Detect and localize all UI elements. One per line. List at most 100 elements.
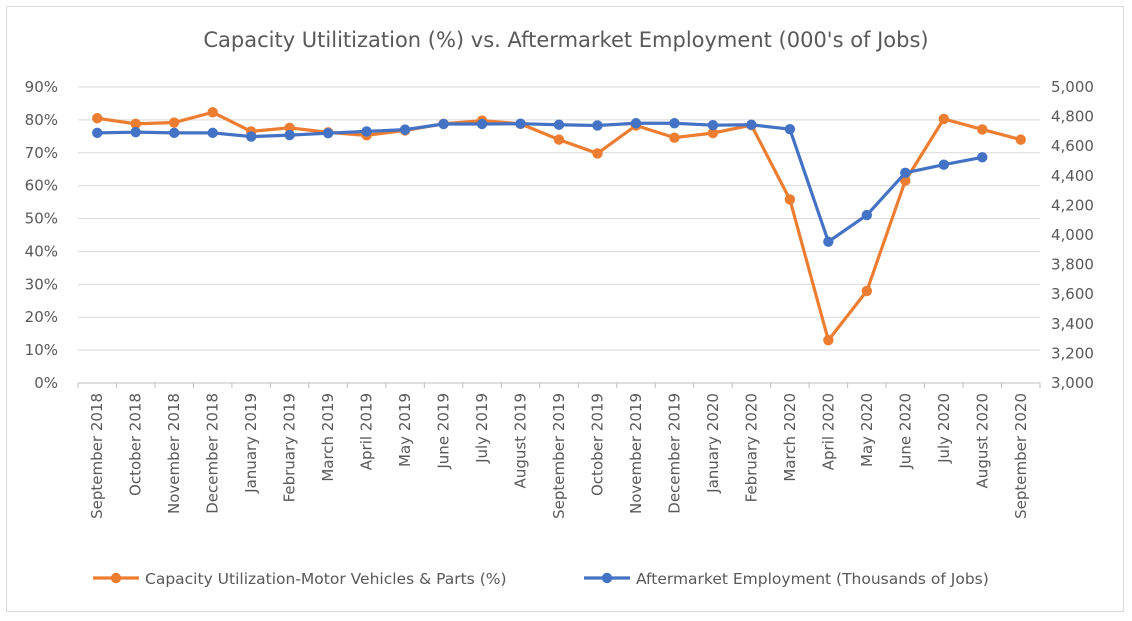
data-point [746,119,757,130]
data-point [553,119,565,130]
left-tick-label: 70% [25,144,58,162]
data-point [284,129,295,141]
right-tick-label: 4,400 [1051,167,1094,185]
data-point [130,126,141,138]
data-point [1015,134,1026,145]
data-point [707,127,719,139]
data-point [669,118,680,129]
series-2 [92,118,988,247]
right-tick-label: 4,000 [1051,226,1094,244]
x-tick-label: December 2018 [204,393,222,514]
right-tick-label: 4,800 [1051,108,1094,126]
x-tick-label: March 2020 [781,393,799,482]
x-axis-ticks: September 2018 October 2018 November 2018 D… [77,383,1041,519]
series-layer [92,107,1026,346]
data-point [977,152,988,163]
data-point [130,118,141,130]
data-point [169,127,180,139]
left-tick-label: 50% [25,210,58,228]
data-point [399,124,411,135]
series-line [97,121,983,244]
right-tick-label: 3,200 [1051,344,1094,362]
x-tick-label: September 2018 [88,393,106,519]
right-tick-label: 3,000 [1051,374,1094,392]
data-point [669,132,680,143]
left-tick-label: 0% [34,374,58,392]
legend-label: Aftermarket Employment (Thousands of Job… [636,570,989,588]
x-tick-label: January 2020 [704,393,722,494]
data-point [900,175,911,186]
left-tick-label: 30% [25,275,58,293]
x-tick-label: July 2019 [473,393,491,464]
data-point [322,127,334,139]
x-tick-label: October 2018 [127,393,145,496]
x-tick-label: February 2020 [742,393,760,502]
x-tick-label: June 2019 [435,393,453,470]
chart-title: Capacity Utilitization (%) vs. Aftermark… [203,28,929,52]
data-point [92,113,103,124]
x-tick-label: November 2019 [627,393,645,514]
x-tick-label: April 2019 [358,393,376,470]
chart-frame [6,6,1124,612]
legend-item: Aftermarket Employment (Thousands of Job… [584,570,989,588]
left-tick-label: 90% [25,78,58,96]
data-point [553,134,565,145]
right-tick-label: 4,200 [1051,196,1094,214]
data-point [476,118,488,130]
x-tick-label: May 2019 [396,393,414,467]
right-tick-label: 4,600 [1051,137,1094,155]
data-point [630,118,642,129]
series-line [97,110,1022,342]
data-point [207,107,218,118]
data-point [823,335,834,346]
legend: Capacity Utilization-Motor Vehicles & Pa… [93,570,989,588]
x-tick-label: January 2019 [242,393,260,494]
x-tick-label: September 2019 [550,393,568,519]
data-point [592,120,603,131]
legend-label: Capacity Utilization-Motor Vehicles & Pa… [145,570,507,588]
x-tick-label: December 2019 [665,393,683,514]
data-point [900,167,911,179]
data-point [823,236,834,247]
data-point [438,118,449,130]
legend-swatch-marker [601,572,613,584]
right-tick-label: 3,800 [1051,256,1094,274]
x-tick-label: April 2020 [819,393,837,470]
data-point [861,285,873,297]
data-point [92,127,103,139]
data-point [707,119,719,131]
data-point [977,124,988,135]
data-point [515,118,526,129]
series-1 [92,107,1026,346]
x-tick-label: August 2020 [973,393,991,488]
right-axis-ticks: 3,000 3,200 3,400 3,600 3,800 4,000 4,200 4,400… [1051,78,1094,392]
data-point [938,159,949,170]
gridlines [78,86,1040,384]
x-tick-label: March 2019 [319,393,337,482]
data-point [207,127,218,139]
x-tick-label: February 2019 [281,393,299,502]
x-tick-label: November 2018 [165,393,183,514]
data-point [592,148,603,159]
data-point [361,126,372,137]
legend-swatch-marker [110,572,122,584]
data-point [861,209,873,221]
right-tick-label: 3,400 [1051,315,1094,333]
left-tick-label: 80% [25,111,58,129]
x-tick-label: July 2020 [935,393,953,464]
data-point [784,123,796,135]
data-point [284,122,295,133]
x-tick-label: June 2020 [896,393,914,470]
left-tick-label: 60% [25,177,58,195]
x-tick-label: October 2019 [588,393,606,496]
data-point [169,117,180,128]
x-tick-label: May 2020 [858,393,876,467]
data-point [245,131,257,142]
left-tick-label: 40% [25,242,58,260]
right-tick-label: 5,000 [1051,78,1094,96]
x-tick-label: September 2020 [1012,393,1030,519]
left-tick-label: 20% [25,308,58,326]
x-tick-label: August 2019 [512,393,530,488]
data-point [938,113,949,125]
legend-item: Capacity Utilization-Motor Vehicles & Pa… [93,570,507,588]
